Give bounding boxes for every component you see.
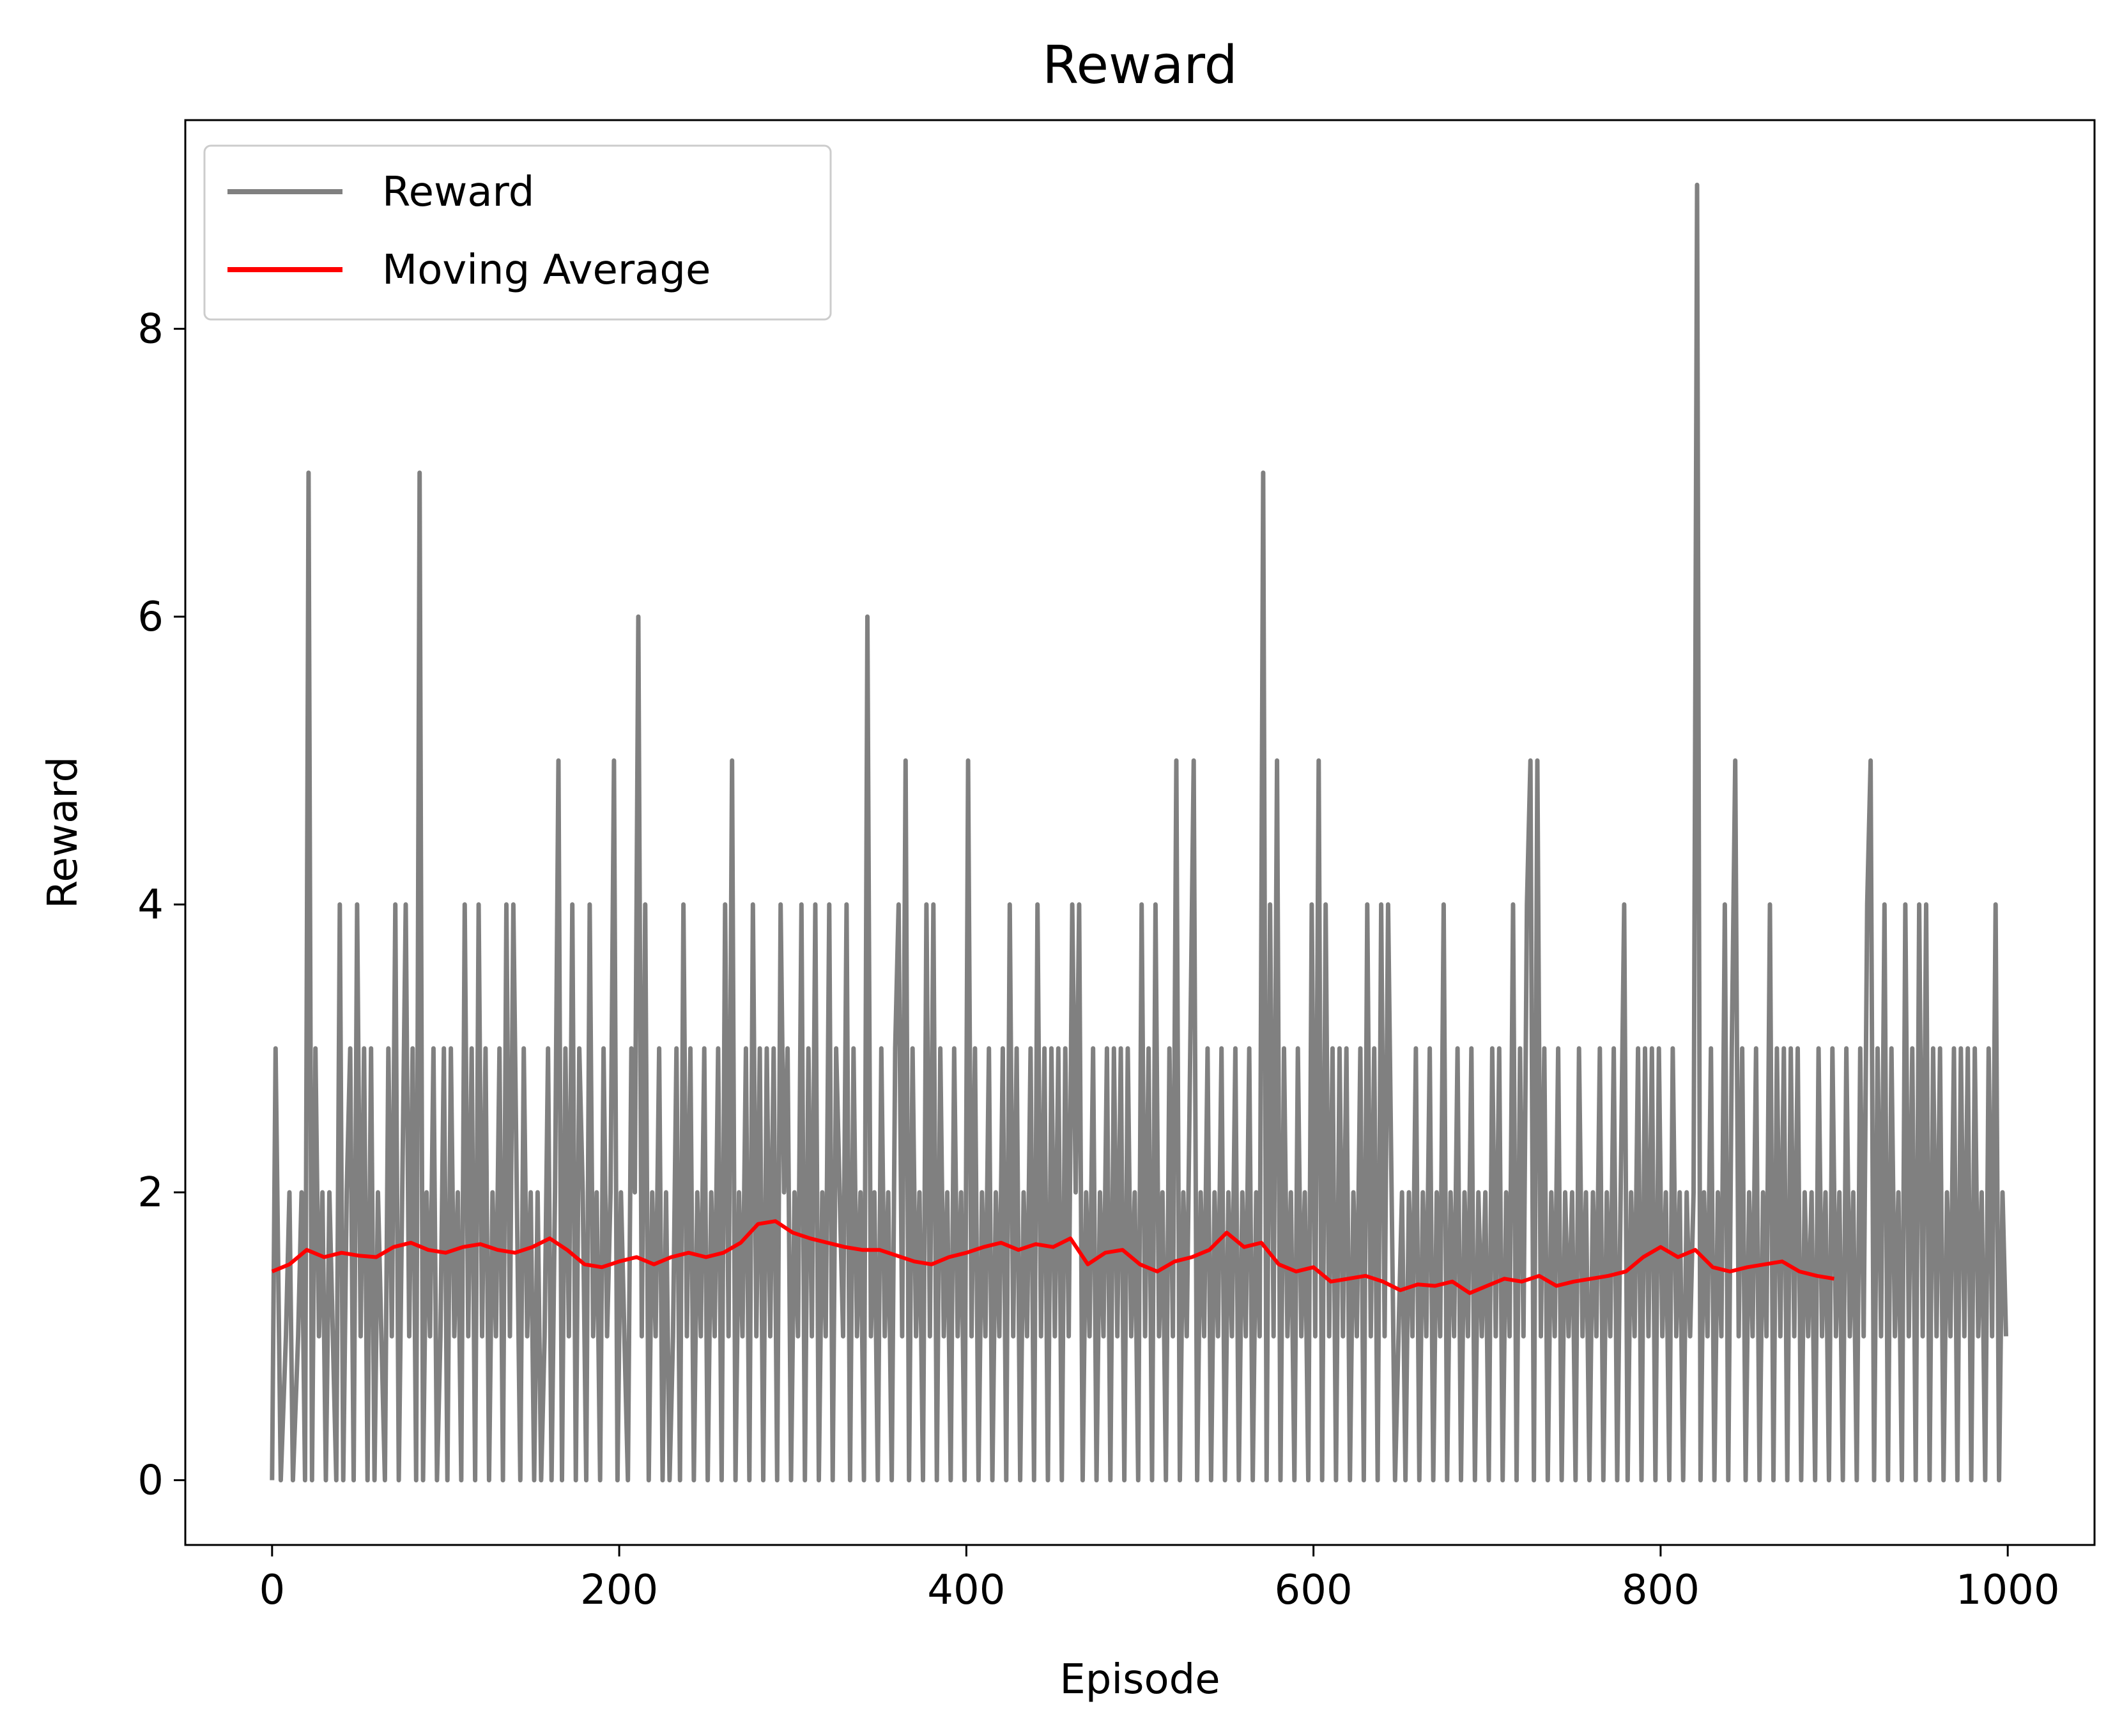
y-tick-label: 4: [137, 882, 164, 929]
x-tick-label: 800: [1622, 1567, 1700, 1614]
legend: Reward Moving Average: [203, 144, 832, 321]
y-tick-label: 0: [137, 1457, 164, 1505]
series-line-reward: [270, 182, 2008, 1483]
y-tick-label: 8: [137, 306, 164, 353]
x-axis-ticks: 0 200 400 600 800 1000: [259, 1545, 2060, 1614]
y-tick-label: 2: [137, 1169, 164, 1217]
x-tick-label: 200: [580, 1567, 658, 1614]
series-line-moving-average: [271, 1219, 1834, 1295]
x-tick-label: 0: [259, 1567, 285, 1614]
legend-label-reward: Reward: [382, 169, 534, 216]
x-tick-label: 400: [927, 1567, 1005, 1614]
plot-area: [270, 182, 2008, 1483]
y-tick-label: 6: [137, 594, 164, 641]
axes-frame: [184, 119, 2096, 1546]
legend-box: [203, 144, 832, 321]
x-tick-label: 600: [1275, 1567, 1353, 1614]
x-tick-label: 1000: [1956, 1567, 2060, 1614]
chart-title: Reward: [1042, 35, 1237, 96]
y-axis-ticks: 0 2 4 6 8: [137, 306, 185, 1505]
y-axis-label: Reward: [40, 757, 87, 909]
legend-label-moving-average: Moving Average: [382, 247, 711, 294]
x-axis-label: Episode: [1059, 1656, 1220, 1703]
